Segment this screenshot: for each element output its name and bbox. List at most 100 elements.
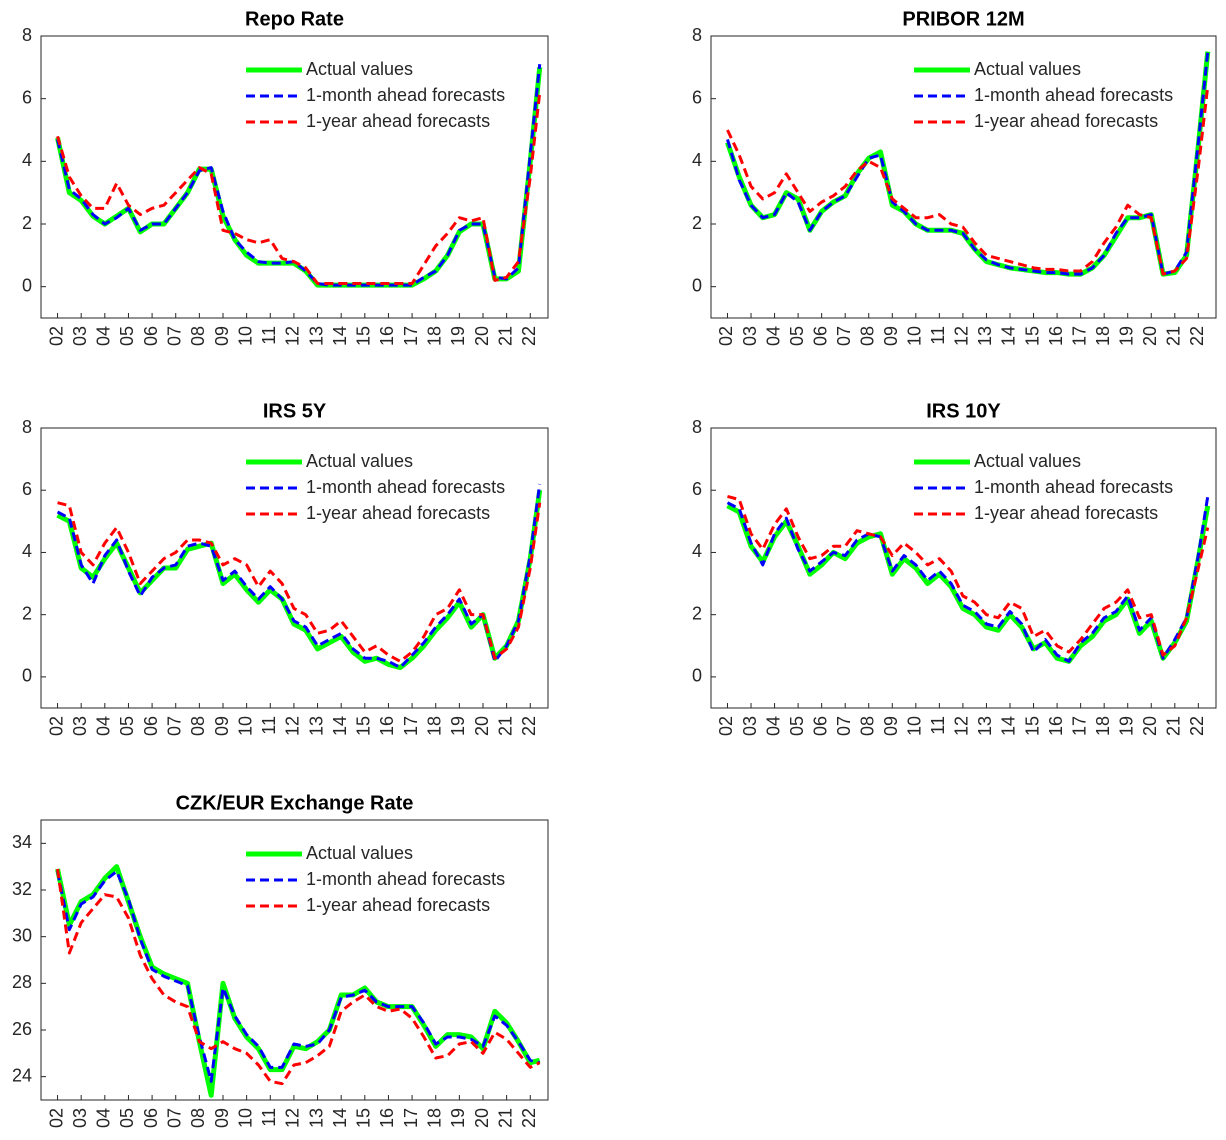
x-tick-label: 11	[259, 716, 279, 735]
x-tick-label: 07	[164, 1108, 184, 1128]
y-tick-label: 24	[12, 1065, 32, 1085]
x-tick-label: 07	[164, 326, 184, 346]
x-tick-label: 19	[1116, 716, 1136, 736]
y-tick-label: 0	[692, 275, 702, 295]
legend: Actual values 1-month ahead forecasts 1-ye…	[246, 451, 505, 523]
x-tick-label: 12	[283, 326, 303, 346]
legend-label: 1-month ahead forecasts	[306, 477, 505, 497]
legend-label: 1-month ahead forecasts	[306, 85, 505, 105]
x-tick-label: 09	[212, 326, 232, 346]
series-line	[726, 85, 1210, 276]
chart-title: IRS 5Y	[263, 400, 327, 422]
legend-label: 1-month ahead forecasts	[974, 477, 1173, 497]
x-tick-label: 19	[448, 1108, 468, 1128]
x-tick-label: 14	[330, 1108, 350, 1128]
x-tick-label: 02	[716, 326, 736, 346]
axes-box	[710, 35, 1217, 319]
y-tick-label: 4	[692, 150, 702, 170]
x-tick-label: 04	[763, 716, 783, 736]
legend-label: 1-month ahead forecasts	[306, 869, 505, 889]
x-tick-label: 03	[740, 326, 760, 346]
series-line	[56, 869, 541, 1083]
x-tick-label: 11	[259, 326, 279, 345]
legend: Actual values 1-month ahead forecasts 1-ye…	[914, 451, 1173, 523]
legend-label: 1-year ahead forecasts	[306, 895, 490, 915]
x-tick-label: 21	[495, 326, 515, 346]
x-tick-label: 19	[1116, 326, 1136, 346]
x-tick-label: 13	[306, 326, 326, 346]
x-tick-label: 16	[377, 716, 397, 736]
y-tick-label: 34	[12, 832, 32, 852]
x-tick-label: 10	[235, 716, 255, 736]
x-tick-label: 13	[306, 716, 326, 736]
x-tick-label: 15	[354, 1108, 374, 1128]
series-line	[726, 496, 1210, 663]
x-tick-label: 13	[975, 716, 995, 736]
x-tick-label: 21	[1164, 326, 1184, 346]
x-tick-label: 18	[424, 1108, 444, 1128]
y-tick-label: 0	[22, 666, 32, 686]
x-tick-label: 17	[1069, 326, 1089, 346]
legend-label: 1-month ahead forecasts	[974, 85, 1173, 105]
x-tick-label: 03	[740, 716, 760, 736]
x-tick-label: 13	[306, 1108, 326, 1128]
y-tick-label: 4	[22, 541, 32, 561]
x-tick-label: 15	[354, 326, 374, 346]
x-tick-label: 03	[70, 326, 90, 346]
x-tick-label: 05	[117, 716, 137, 736]
axes-box	[40, 819, 549, 1101]
x-tick-label: 02	[46, 1108, 66, 1128]
axes-box	[710, 427, 1217, 709]
plot-area	[41, 428, 548, 708]
x-tick-label: 21	[495, 1108, 515, 1128]
x-tick-label: 05	[787, 716, 807, 736]
series-line	[56, 868, 541, 1086]
legend-label: Actual values	[974, 59, 1081, 79]
x-tick-label: 19	[448, 326, 468, 346]
y-tick-label: 6	[22, 479, 32, 499]
x-tick-label: 15	[1022, 326, 1042, 346]
y-tick-label: 6	[692, 479, 702, 499]
chart-title: CZK/EUR Exchange Rate	[176, 792, 414, 814]
x-tick-label: 14	[330, 716, 350, 736]
plot-area	[711, 36, 1216, 318]
legend-label: Actual values	[306, 451, 413, 471]
x-tick-label: 07	[834, 326, 854, 346]
x-tick-label: 17	[401, 326, 421, 346]
y-tick-label: 8	[22, 25, 32, 45]
y-tick-label: 2	[692, 603, 702, 623]
y-tick-label: 0	[692, 666, 702, 686]
plot-area	[711, 428, 1216, 708]
x-tick-label: 09	[212, 716, 232, 736]
x-tick-label: 11	[928, 326, 948, 345]
x-tick-label: 11	[928, 716, 948, 735]
x-tick-label: 07	[834, 716, 854, 736]
x-tick-label: 20	[472, 1108, 492, 1128]
x-tick-label: 08	[188, 716, 208, 736]
x-tick-label: 16	[377, 1108, 397, 1128]
x-tick-label: 20	[1140, 716, 1160, 736]
legend-label: Actual values	[306, 843, 413, 863]
series-line	[56, 64, 542, 287]
x-tick-label: 10	[235, 1108, 255, 1128]
y-tick-label: 6	[22, 87, 32, 107]
legend-label: 1-year ahead forecasts	[306, 503, 490, 523]
x-tick-label: 14	[999, 326, 1019, 346]
x-tick-label: 17	[401, 1108, 421, 1128]
chart-title: IRS 10Y	[926, 400, 1001, 422]
axes-box	[40, 35, 549, 319]
y-tick-label: 2	[692, 213, 702, 233]
x-tick-label: 12	[952, 326, 972, 346]
x-tick-label: 03	[70, 716, 90, 736]
x-tick-label: 20	[472, 716, 492, 736]
x-tick-label: 18	[424, 326, 444, 346]
x-tick-label: 06	[141, 1108, 161, 1128]
y-tick-label: 30	[12, 925, 32, 945]
chart-title: Repo Rate	[245, 8, 344, 30]
chart-title: PRIBOR 12M	[902, 8, 1024, 30]
x-tick-label: 21	[1164, 716, 1184, 736]
